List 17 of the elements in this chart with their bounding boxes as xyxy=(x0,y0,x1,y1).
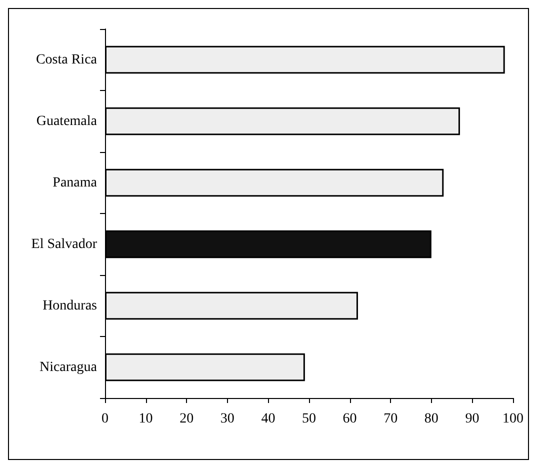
x-tick-label: 90 xyxy=(465,412,480,426)
x-tick-label: 50 xyxy=(302,412,316,426)
y-tick-label: Panama xyxy=(52,175,98,190)
x-tick-label: 70 xyxy=(384,412,398,426)
x-tick-label: 30 xyxy=(220,412,234,426)
y-tick-label: Honduras xyxy=(42,298,97,314)
y-tick-label: Nicaragua xyxy=(39,360,98,375)
y-tick-label: Costa Rica xyxy=(36,52,98,68)
x-tick-label: 10 xyxy=(138,412,153,426)
x-tick-label: 20 xyxy=(180,412,194,426)
x-tick-label: 80 xyxy=(424,412,438,426)
y-tick-label: Guatemala xyxy=(36,114,98,129)
x-tick-label: 40 xyxy=(261,412,276,426)
y-tick-label: El Salvador xyxy=(31,236,98,252)
x-tick-label: 0 xyxy=(102,412,108,426)
x-tick-label: 100 xyxy=(502,412,524,426)
x-tick-label: 60 xyxy=(342,412,357,426)
